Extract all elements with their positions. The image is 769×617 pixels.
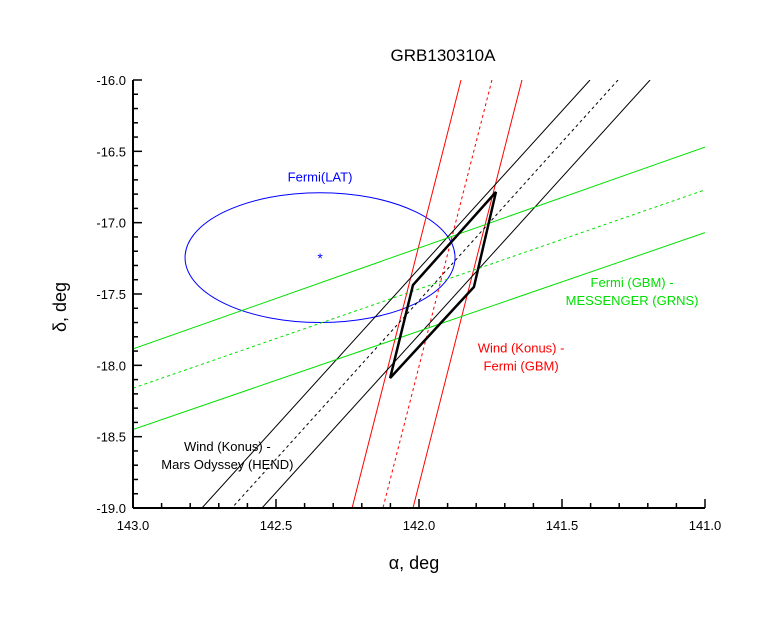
series-line-0 (351, 80, 462, 508)
error-box (388, 191, 498, 379)
y-axis-label: δ, deg (50, 282, 70, 332)
series-line-3 (201, 80, 591, 508)
y-tick-label: -19.0 (96, 501, 126, 516)
annotation-line: Mars Odyssey (HEND) (161, 457, 293, 472)
annotation-2: Wind (Konus) - Fermi (GBM) (478, 340, 565, 373)
annotation-line: Wind (Konus) - (478, 340, 565, 355)
y-tick-label: -16.5 (96, 144, 126, 159)
annotation-0: Fermi(LAT) (288, 169, 353, 184)
y-tick-label: -17.0 (96, 216, 126, 231)
y-tick-label: -18.0 (96, 358, 126, 373)
x-tick-label: 142.0 (403, 518, 436, 533)
annotation-line: Wind (Konus) - (184, 439, 271, 454)
series-line-8 (133, 232, 705, 431)
series-line-4 (231, 80, 619, 508)
y-tick-label: -18.5 (96, 430, 126, 445)
x-tick-label: 141.0 (689, 518, 722, 533)
plot-area: * (133, 80, 705, 508)
series-line-1 (382, 80, 493, 508)
x-tick-label: 141.5 (546, 518, 579, 533)
fermi-lat-position-marker: * (317, 250, 323, 266)
annotation-line: MESSENGER (GRNS) (566, 293, 699, 308)
fermi-lat-ellipse (184, 192, 456, 324)
y-tick-label: -16.0 (96, 73, 126, 88)
x-tick-label: 142.5 (260, 518, 293, 533)
chart-title: GRB130310A (391, 46, 497, 65)
annotation-3: Wind (Konus) - Mars Odyssey (HEND) (161, 439, 293, 472)
series-line-7 (133, 189, 705, 389)
series-line-6 (133, 146, 705, 350)
annotation-line: Fermi (GBM) - (591, 275, 674, 290)
annotation-1: Fermi (GBM) - MESSENGER (GRNS) (566, 275, 699, 308)
annotation-line: Fermi(LAT) (288, 169, 353, 184)
x-tick-label: 143.0 (117, 518, 150, 533)
series-line-5 (261, 80, 651, 508)
x-axis-label: α, deg (389, 553, 439, 573)
annotation-line: Fermi (GBM) (484, 358, 559, 373)
y-tick-label: -17.5 (96, 287, 126, 302)
axes: Fermi(LAT) Fermi (GBM) - MESSENGER (GRNS) W… (96, 73, 721, 533)
